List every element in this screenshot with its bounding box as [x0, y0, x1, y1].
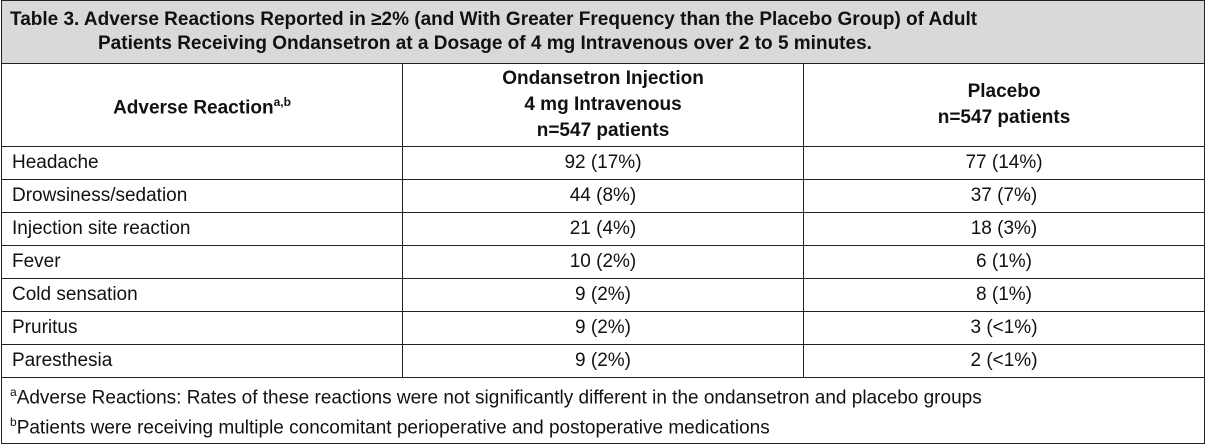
header-text: 4 mg Intravenous — [524, 94, 682, 115]
header-text: Adverse Reaction — [113, 97, 274, 119]
header-line: 4 mg Intravenous — [413, 92, 793, 118]
title-line: Table 3. Adverse Reactions Reported in ≥… — [10, 9, 978, 30]
header-text: n=547 patients — [937, 107, 1071, 128]
value-cell: 3 (<1%) — [802, 311, 1205, 345]
value-cell: 10 (2%) — [402, 245, 804, 279]
header-cell: Ondansetron Injection 4 mg Intravenous n=5… — [402, 63, 804, 147]
footnote-row: aAdverse Reactions: Rates of these react… — [0, 377, 1205, 444]
footnote-text: Patients were receiving multiple concomi… — [16, 417, 770, 439]
title-row: Table 3. Adverse Reactions Reported in ≥… — [0, 0, 1205, 64]
header-text: n=547 patients — [536, 120, 670, 141]
header-line: n=547 patients — [413, 118, 793, 144]
header-line: Placebo — [814, 79, 1194, 105]
data-row: Pruritus 9 (2%) 3 (<1%) — [1, 311, 1205, 345]
value-cell: 6 (1%) — [802, 245, 1205, 279]
value-cell: 2 (<1%) — [802, 344, 1205, 378]
value-cell: 92 (17%) — [402, 146, 804, 180]
value-cell: 44 (8%) — [402, 179, 804, 213]
data-row: Drowsiness/sedation 44 (8%) 37 (7%) — [1, 179, 1205, 213]
footnote: bPatients were receiving multiple concom… — [10, 410, 1196, 440]
reaction-cell: Drowsiness/sedation — [1, 179, 403, 213]
reaction-cell: Pruritus — [1, 311, 403, 345]
reaction-cell: Headache — [1, 146, 403, 180]
value-cell: 18 (3%) — [802, 212, 1205, 246]
footnote-mark: b — [10, 415, 17, 430]
footnote-mark: a — [10, 385, 17, 399]
value-cell: 9 (2%) — [402, 344, 804, 378]
title-line: Patients Receiving Ondansetron at a Dosa… — [98, 33, 872, 54]
data-row: Injection site reaction 21 (4%) 18 (3%) — [1, 212, 1205, 246]
value-cell: 77 (14%) — [802, 146, 1205, 180]
data-row: Fever 10 (2%) 6 (1%) — [1, 245, 1205, 279]
reaction-cell: Injection site reaction — [1, 212, 403, 246]
header-cell: Adverse Reactiona,b — [1, 63, 403, 147]
footnote-ref: a,b — [273, 94, 291, 109]
header-cell: Placebo n=547 patients — [802, 63, 1205, 147]
header-text: Ondansetron Injection — [502, 68, 704, 89]
footnote: aAdverse Reactions: Rates of these react… — [10, 380, 1196, 410]
header-line: Ondansetron Injection — [413, 66, 793, 92]
value-cell: 9 (2%) — [402, 311, 804, 345]
value-cell: 21 (4%) — [402, 212, 804, 246]
value-cell: 9 (2%) — [402, 278, 804, 312]
header-line: n=547 patients — [814, 105, 1194, 131]
value-cell: 8 (1%) — [802, 278, 1205, 312]
value-cell: 37 (7%) — [802, 179, 1205, 213]
reaction-cell: Cold sensation — [1, 278, 403, 312]
footnote-cell: aAdverse Reactions: Rates of these react… — [0, 377, 1205, 444]
table-title: Table 3. Adverse Reactions Reported in ≥… — [0, 0, 1205, 64]
reaction-cell: Fever — [1, 245, 403, 279]
footnote-text: Adverse Reactions: Rates of these reacti… — [16, 387, 982, 409]
header-line: Adverse Reactiona,b — [12, 89, 392, 121]
data-row: Paresthesia 9 (2%) 2 (<1%) — [1, 344, 1205, 378]
data-row: Cold sensation 9 (2%) 8 (1%) — [1, 278, 1205, 312]
header-row: Adverse Reactiona,b Ondansetron Injection… — [1, 63, 1205, 147]
header-text: Placebo — [967, 81, 1041, 102]
reaction-cell: Paresthesia — [1, 344, 403, 378]
data-row: Headache 92 (17%) 77 (14%) — [1, 146, 1205, 180]
